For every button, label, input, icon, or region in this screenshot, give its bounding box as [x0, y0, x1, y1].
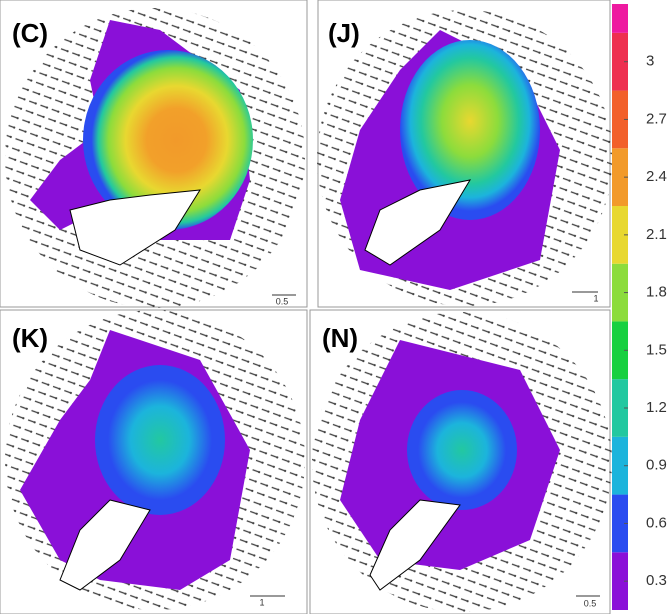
tick-label: 3 [646, 53, 654, 70]
panel-label: (C) [12, 18, 48, 48]
color-band [612, 436, 628, 495]
color-band [612, 552, 628, 610]
tick-label: 1.8 [646, 284, 667, 301]
map-panel: (C) 0.5 [0, 0, 308, 308]
color-band [612, 148, 628, 206]
color-band [612, 90, 628, 149]
panel-label: (N) [322, 323, 358, 353]
map-panel: (N) 0.5 [309, 309, 612, 614]
panel-label: (J) [328, 18, 360, 48]
tick-label: 0.9 [646, 457, 667, 474]
color-band [612, 4, 628, 33]
color-band [612, 32, 628, 91]
color-band [612, 494, 628, 553]
color-band [612, 321, 628, 380]
map-panel: (J) 1 [317, 0, 613, 308]
scale-label: 1 [259, 597, 264, 607]
colorbar: 0.3 0.6 0.9 1.2 1.5 1.8 2.1 2.4 2.7 3 [612, 4, 667, 610]
color-band [612, 263, 628, 322]
tick-label: 2.1 [646, 226, 667, 243]
scale-label: 1 [593, 293, 598, 303]
color-band [612, 206, 628, 264]
tick-label: 0.3 [646, 572, 667, 589]
map-panel: (K) 1 [0, 309, 308, 614]
tick-label: 2.7 [646, 110, 667, 127]
tick-label: 1.2 [646, 399, 667, 416]
panel-label: (K) [12, 323, 48, 353]
tick-label: 2.4 [646, 168, 667, 185]
tick-label: 1.5 [646, 341, 667, 358]
scale-label: 0.5 [584, 598, 597, 608]
scale-label: 0.5 [276, 296, 289, 306]
tick-label: 0.6 [646, 514, 667, 531]
color-band [612, 379, 628, 437]
